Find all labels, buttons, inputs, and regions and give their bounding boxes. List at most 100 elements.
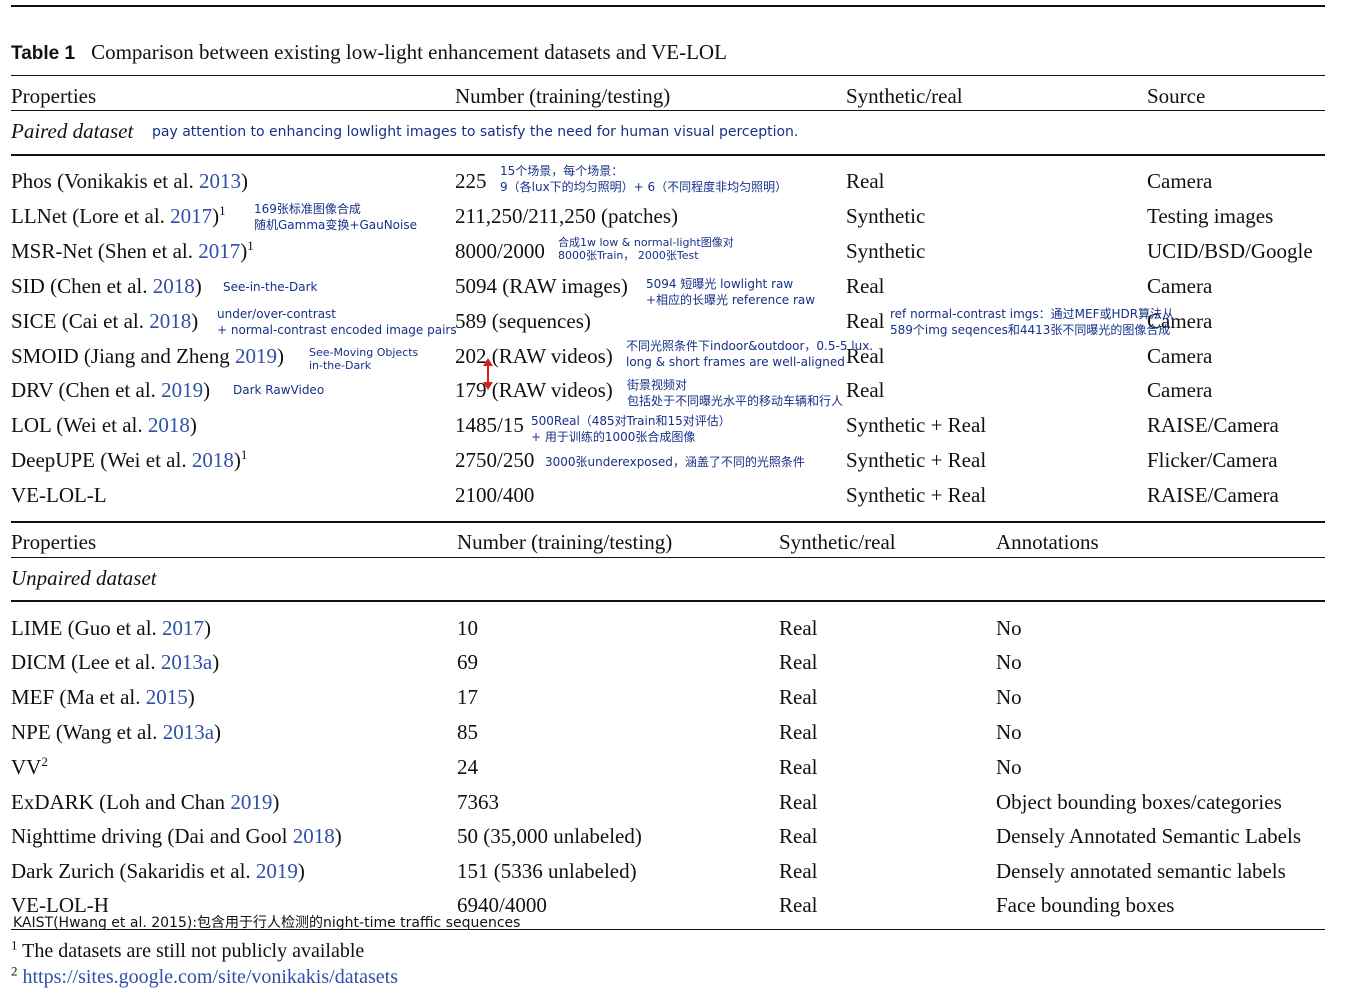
citation-close: ) bbox=[191, 309, 199, 333]
row-name-cell: MEF (Ma et al. 2015) bbox=[11, 685, 195, 710]
row-type-cell: Real bbox=[779, 685, 818, 709]
footnote-marker: 2 bbox=[41, 754, 48, 769]
row-type-cell: Real bbox=[846, 169, 885, 193]
row-number-cell: 225 bbox=[455, 169, 487, 193]
citation-close: ) bbox=[297, 859, 305, 883]
citation-close: ) bbox=[241, 169, 249, 193]
row-annotations-cell: No bbox=[996, 685, 1022, 709]
row-type-cell: Real bbox=[779, 650, 818, 674]
caption-label: Table 1 bbox=[11, 43, 76, 64]
caption-text: Comparison between existing low-light en… bbox=[91, 40, 727, 64]
row-type-cell: Synthetic + Real bbox=[846, 413, 987, 437]
dataset-name: NPE (Wang et al. bbox=[11, 720, 163, 744]
citation-year-link[interactable]: 2019 bbox=[230, 790, 273, 814]
citation-close: ) bbox=[189, 413, 197, 437]
annotation-drv-line2: 包括处于不同曝光水平的移动车辆和行人 bbox=[627, 394, 844, 408]
row-name-cell: LLNet (Lore et al. 2017)1 bbox=[11, 204, 226, 229]
row-source-cell: RAISE/Camera bbox=[1147, 413, 1279, 437]
top-rule bbox=[11, 5, 1325, 7]
citation-year-link[interactable]: 2018 bbox=[149, 309, 192, 333]
row-source-cell: Camera bbox=[1147, 344, 1213, 368]
unpaired-header-rule bbox=[11, 557, 1325, 558]
citation-close: ) bbox=[212, 650, 220, 674]
paired-header-properties: Properties bbox=[11, 84, 97, 108]
dataset-name: VE-LOL-L bbox=[11, 483, 107, 507]
row-number-cell: 179 (RAW videos) bbox=[455, 378, 613, 402]
citation-year-link[interactable]: 2018 bbox=[152, 274, 195, 298]
unpaired-section-rule bbox=[11, 600, 1325, 602]
row-name-cell: DeepUPE (Wei et al. 2018)1 bbox=[11, 448, 247, 473]
annotation-sice-src-line1: ref normal-contrast imgs：通过MEF或HDR算法从 bbox=[890, 307, 1175, 321]
row-source-cell: Flicker/Camera bbox=[1147, 448, 1278, 472]
row-type-cell: Real bbox=[779, 720, 818, 744]
table-bottom-rule bbox=[11, 929, 1325, 930]
dataset-name: Phos (Vonikakis et al. bbox=[11, 169, 200, 193]
paired-bottom-rule bbox=[11, 521, 1325, 523]
annotation-msr-line2: 8000张Train， 2000张Test bbox=[558, 249, 699, 262]
paired-section-label: Paired dataset bbox=[11, 119, 134, 143]
dataset-name: VE-LOL-H bbox=[11, 893, 109, 917]
annotation-phos-line2: 9（各lux下的均匀照明）+ 6（不同程度非均匀照明） bbox=[500, 180, 788, 194]
citation-year-link[interactable]: 2013a bbox=[160, 650, 213, 674]
unpaired-header-properties: Properties bbox=[11, 530, 97, 554]
footnote-2-link[interactable]: https://sites.google.com/site/vonikakis/… bbox=[22, 966, 399, 988]
row-number-cell: 2750/250 bbox=[455, 448, 535, 472]
dataset-name: ExDARK (Loh and Chan bbox=[11, 790, 231, 814]
annotation-smoid-num-line1: 不同光照条件下indoor&outdoor，0.5-5 lux. bbox=[626, 339, 874, 353]
row-type-cell: Real bbox=[779, 616, 818, 640]
annotation-smoid-num-line2: long & short frames are well-aligned bbox=[626, 355, 845, 369]
footnote-2-mark: 2 bbox=[11, 963, 18, 979]
paired-header-type: Synthetic/real bbox=[846, 84, 963, 108]
row-name-cell: VE-LOL-L bbox=[11, 483, 107, 508]
unpaired-header-type: Synthetic/real bbox=[779, 530, 896, 554]
annotation-drv-line1: 街景视频对 bbox=[627, 378, 688, 392]
citation-year-link[interactable]: 2019 bbox=[255, 859, 298, 883]
citation-close: ) bbox=[214, 720, 222, 744]
citation-year-link[interactable]: 2018 bbox=[147, 413, 190, 437]
row-number-cell: 2100/400 bbox=[455, 483, 535, 507]
row-name-cell: DICM (Lee et al. 2013a) bbox=[11, 650, 219, 675]
footnote-marker: 1 bbox=[219, 203, 226, 218]
citation-year-link[interactable]: 2018 bbox=[191, 448, 234, 472]
dataset-name: DRV (Chen et al. bbox=[11, 378, 162, 402]
row-name-cell: NPE (Wang et al. 2013a) bbox=[11, 720, 221, 745]
paired-header-source: Source bbox=[1147, 84, 1206, 108]
citation-year-link[interactable]: 2017 bbox=[162, 616, 205, 640]
citation-close: ) bbox=[212, 204, 220, 228]
citation-close: ) bbox=[276, 344, 284, 368]
row-number-cell: 211,250/211,250 (patches) bbox=[455, 204, 678, 228]
citation-year-link[interactable]: 2013a bbox=[162, 720, 215, 744]
citation-year-link[interactable]: 2013 bbox=[199, 169, 242, 193]
row-type-cell: Real bbox=[779, 893, 818, 917]
citation-year-link[interactable]: 2019 bbox=[161, 378, 204, 402]
annotation-sice-line1: under/over-contrast bbox=[217, 307, 337, 321]
row-type-cell: Real bbox=[779, 824, 818, 848]
annotation-sid-line2: +相应的长曝光 reference raw bbox=[646, 293, 816, 307]
citation-year-link[interactable]: 2018 bbox=[292, 824, 335, 848]
annotation-sid-line1: 5094 短曝光 lowlight raw bbox=[646, 277, 794, 291]
dataset-name: SID (Chen et al. bbox=[11, 274, 153, 298]
citation-year-link[interactable]: 2017 bbox=[198, 239, 241, 263]
annotation-smoid-line1: See-Moving Objects bbox=[309, 346, 419, 359]
row-type-cell: Synthetic + Real bbox=[846, 483, 987, 507]
annotation-phos: 15个场景，每个场景： 9（各lux下的均匀照明）+ 6（不同程度非均匀照明） bbox=[500, 163, 787, 195]
row-number-cell: 8000/2000 bbox=[455, 239, 545, 263]
citation-year-link[interactable]: 2019 bbox=[234, 344, 277, 368]
dataset-name: LLNet (Lore et al. bbox=[11, 204, 171, 228]
row-type-cell: Real bbox=[779, 790, 818, 814]
citation-close: ) bbox=[233, 448, 241, 472]
annotation-lol-line1: 500Real（485对Train和15对评估） bbox=[531, 414, 731, 428]
annotation-sid-number: 5094 短曝光 lowlight raw +相应的长曝光 reference … bbox=[646, 276, 815, 308]
dataset-name: MEF (Ma et al. bbox=[11, 685, 146, 709]
citation-close: ) bbox=[204, 616, 212, 640]
double-arrow-icon bbox=[483, 358, 493, 390]
annotation-sice-line2: + normal-contrast encoded image pairs bbox=[217, 323, 457, 337]
row-number-cell: 50 (35,000 unlabeled) bbox=[457, 824, 642, 848]
citation-year-link[interactable]: 2017 bbox=[170, 204, 213, 228]
row-name-cell: SID (Chen et al. 2018) bbox=[11, 274, 202, 299]
row-name-cell: LIME (Guo et al. 2017) bbox=[11, 616, 211, 641]
row-type-cell: Synthetic bbox=[846, 204, 926, 228]
citation-year-link[interactable]: 2015 bbox=[145, 685, 188, 709]
footnote-marker: 1 bbox=[247, 238, 254, 253]
row-annotations-cell: No bbox=[996, 650, 1022, 674]
